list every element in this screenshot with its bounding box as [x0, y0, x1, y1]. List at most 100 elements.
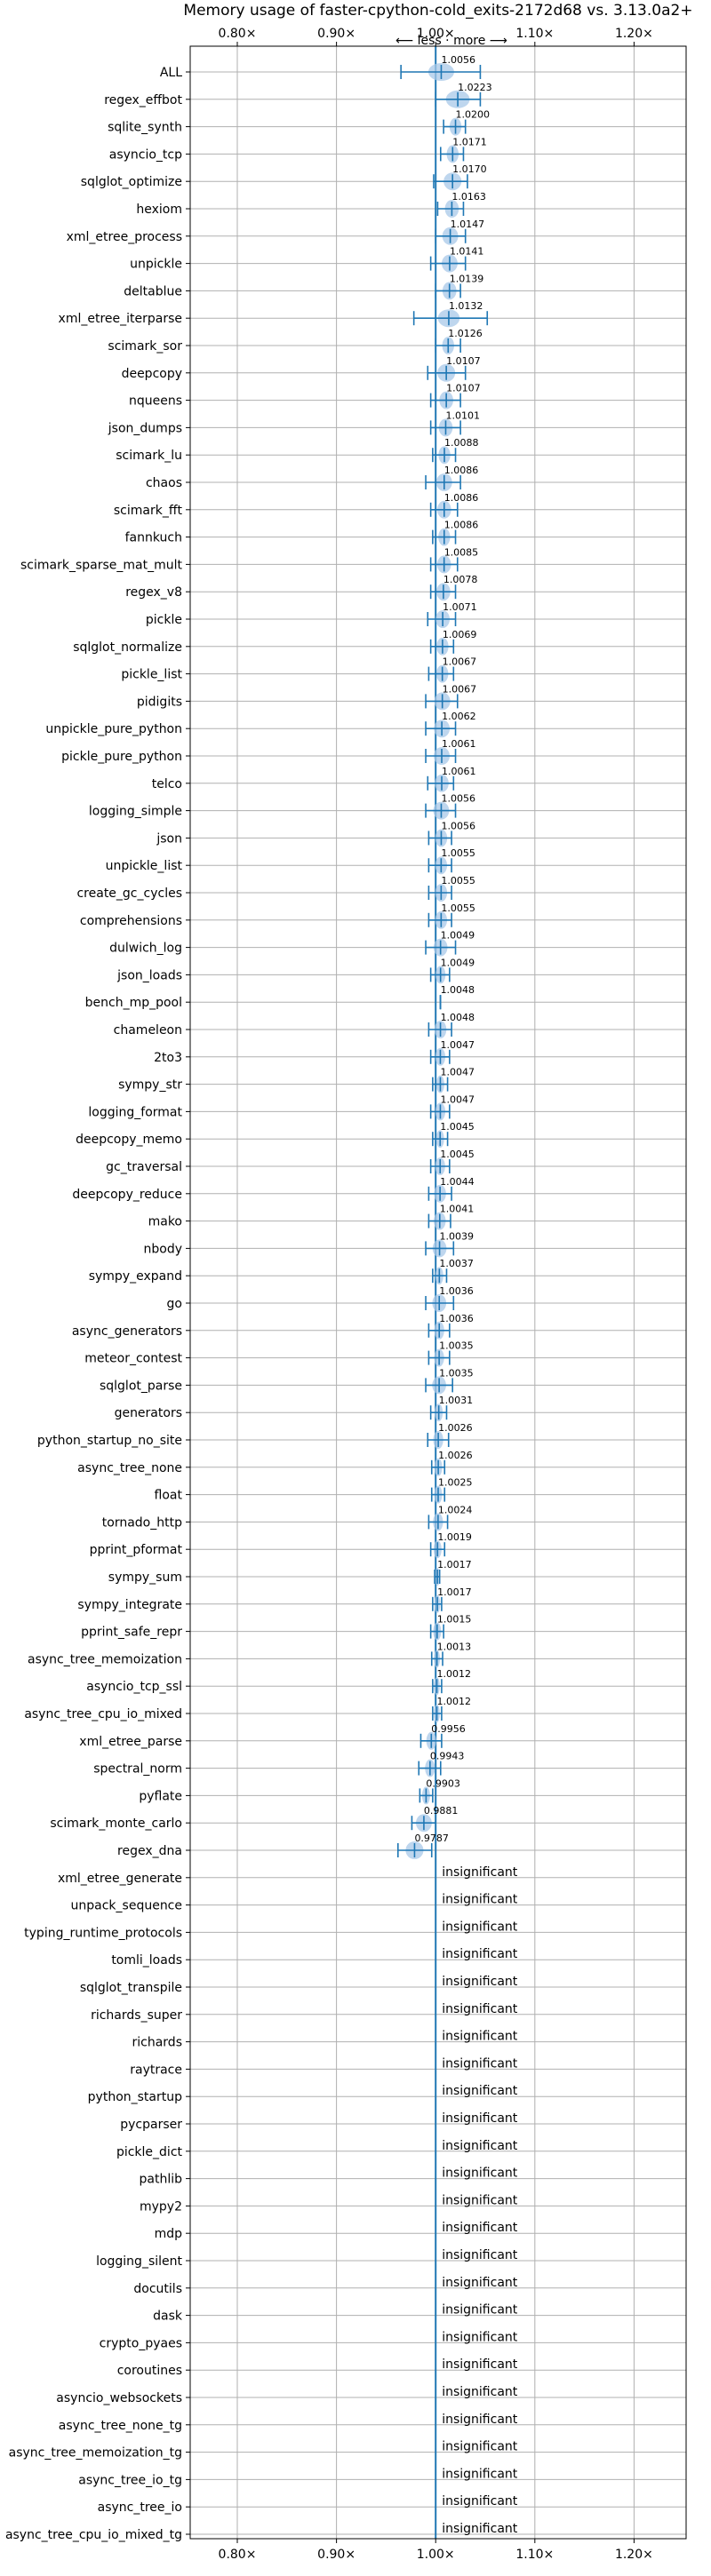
value-label: 1.0055 — [441, 875, 475, 886]
value-label: 1.0037 — [439, 1258, 474, 1269]
value-label: 1.0086 — [444, 465, 479, 476]
benchmark-label: async_tree_memoization_tg — [9, 2446, 182, 2461]
benchmark-label: async_tree_io — [98, 2500, 182, 2515]
value-label: 1.0126 — [448, 328, 483, 339]
benchmark-label: nqueens — [129, 394, 182, 409]
benchmark-label: spectral_norm — [93, 1762, 182, 1777]
value-label: 1.0078 — [443, 574, 478, 585]
value-label: 1.0026 — [438, 1450, 472, 1461]
value-label: 1.0088 — [444, 437, 478, 449]
insignificant-label: insignificant — [442, 2139, 518, 2153]
benchmark-label: nbody — [144, 1242, 183, 1256]
value-label: 1.0061 — [442, 738, 475, 750]
benchmark-label: pickle_pure_python — [61, 750, 182, 764]
value-label: 1.0085 — [444, 546, 479, 558]
value-label: 1.0024 — [438, 1504, 473, 1515]
benchmark-label: deepcopy_memo — [76, 1133, 182, 1147]
insignificant-label: insignificant — [442, 2357, 518, 2372]
marks-layer — [397, 46, 489, 2539]
benchmark-label: raytrace — [130, 2063, 182, 2077]
value-label: 1.0048 — [441, 984, 475, 996]
value-label: 0.9881 — [424, 1805, 458, 1817]
benchmark-label: fannkuch — [125, 531, 182, 545]
value-label: 1.0139 — [450, 273, 484, 284]
benchmark-label: sympy_str — [118, 1078, 182, 1093]
benchmark-label: json_dumps — [108, 421, 182, 435]
benchmark-label: python_startup_no_site — [37, 1434, 182, 1448]
value-label: 1.0044 — [440, 1176, 474, 1188]
x-tick-label-top: 1.00× — [417, 27, 455, 41]
insignificant-label: insignificant — [442, 1920, 518, 1934]
value-label: 1.0041 — [440, 1204, 475, 1215]
value-label: 1.0036 — [439, 1285, 474, 1297]
benchmark-label: deepcopy_reduce — [72, 1188, 182, 1202]
value-label: 1.0107 — [446, 383, 481, 394]
x-tick-label-top: 1.10× — [515, 27, 554, 41]
benchmark-label: sqlite_synth — [108, 121, 182, 135]
insignificant-label: insignificant — [442, 2494, 518, 2508]
benchmark-label: richards_super — [91, 2008, 182, 2023]
benchmark-label: comprehensions — [80, 914, 182, 928]
benchmark-label: hexiom — [136, 203, 182, 217]
benchmark-label: scimark_sor — [108, 339, 182, 354]
x-tick-label-top: 0.90× — [317, 27, 356, 41]
labels-layer: 0.80× 0.80× 0.90× 0.90× 1.00× 1.00× 1.10× 1.10×… — [5, 27, 653, 2562]
value-label: 1.0147 — [451, 219, 485, 230]
benchmark-label: scimark_fft — [114, 504, 183, 518]
benchmark-label: coroutines — [117, 2364, 182, 2378]
benchmark-label: richards — [132, 2036, 183, 2050]
value-label: 1.0056 — [441, 820, 475, 831]
value-label: 1.0086 — [444, 492, 479, 504]
value-label: 1.0019 — [437, 1531, 472, 1543]
value-label: 0.9787 — [414, 1833, 449, 1844]
value-label: 1.0071 — [443, 601, 477, 613]
benchmark-label: sympy_sum — [108, 1570, 182, 1585]
insignificant-label: insignificant — [442, 1893, 518, 1907]
value-label: 1.0223 — [458, 82, 492, 93]
insignificant-label: insignificant — [442, 1865, 518, 1880]
benchmark-label: pprint_pformat — [90, 1543, 183, 1557]
benchmark-label: chaos — [146, 476, 182, 490]
value-label: 1.0047 — [440, 1093, 475, 1105]
benchmark-label: asyncio_tcp — [109, 147, 182, 162]
benchmark-label: typing_runtime_protocols — [24, 1926, 182, 1940]
value-label: 1.0045 — [440, 1149, 475, 1160]
benchmark-label: bench_mp_pool — [85, 996, 182, 1010]
benchmark-label: scimark_monte_carlo — [50, 1817, 182, 1831]
x-tick-label-bottom: 0.90× — [317, 2548, 356, 2562]
value-label: 1.0067 — [443, 683, 477, 695]
value-label: 1.0012 — [437, 1668, 472, 1680]
benchmark-label: dulwich_log — [109, 942, 182, 956]
benchmark-label: crypto_pyaes — [100, 2336, 182, 2350]
value-label: 1.0062 — [442, 711, 476, 722]
insignificant-label: insignificant — [442, 2385, 518, 2399]
insignificant-label: insignificant — [442, 2193, 518, 2207]
insignificant-label: insignificant — [442, 2084, 518, 2098]
benchmark-label: pickle — [146, 613, 182, 627]
benchmark-label: pidigits — [137, 695, 182, 709]
insignificant-label: insignificant — [442, 2440, 518, 2454]
x-tick-label-top: 0.80× — [219, 27, 257, 41]
value-label: 1.0067 — [443, 656, 477, 668]
benchmark-label: python_startup — [88, 2090, 182, 2104]
value-label: 1.0086 — [444, 520, 479, 531]
chart-title: Memory usage of faster-cpython-cold_exit… — [183, 2, 692, 20]
benchmark-label: async_tree_memoization — [28, 1652, 182, 1666]
insignificant-label: insignificant — [442, 2522, 518, 2536]
benchmark-label: float — [155, 1489, 183, 1503]
benchmark-label: go — [167, 1297, 182, 1311]
benchmark-label: xml_etree_parse — [79, 1735, 182, 1749]
benchmark-label: unpack_sequence — [71, 1899, 182, 1913]
benchmark-label: json — [156, 831, 182, 846]
benchmark-label: unpickle — [130, 258, 182, 272]
insignificant-label: insignificant — [442, 2413, 518, 2427]
benchmark-label: ALL — [160, 66, 182, 80]
benchmark-label: async_tree_none — [77, 1461, 182, 1475]
plot-frame — [189, 45, 687, 2540]
benchmark-label: pyflate — [139, 1789, 182, 1803]
benchmark-label: logging_silent — [96, 2254, 182, 2269]
benchmark-label: xml_etree_process — [67, 230, 182, 244]
benchmark-label: sqlglot_parse — [100, 1379, 182, 1393]
benchmark-label: logging_simple — [89, 805, 182, 819]
value-label: 1.0171 — [452, 136, 486, 147]
